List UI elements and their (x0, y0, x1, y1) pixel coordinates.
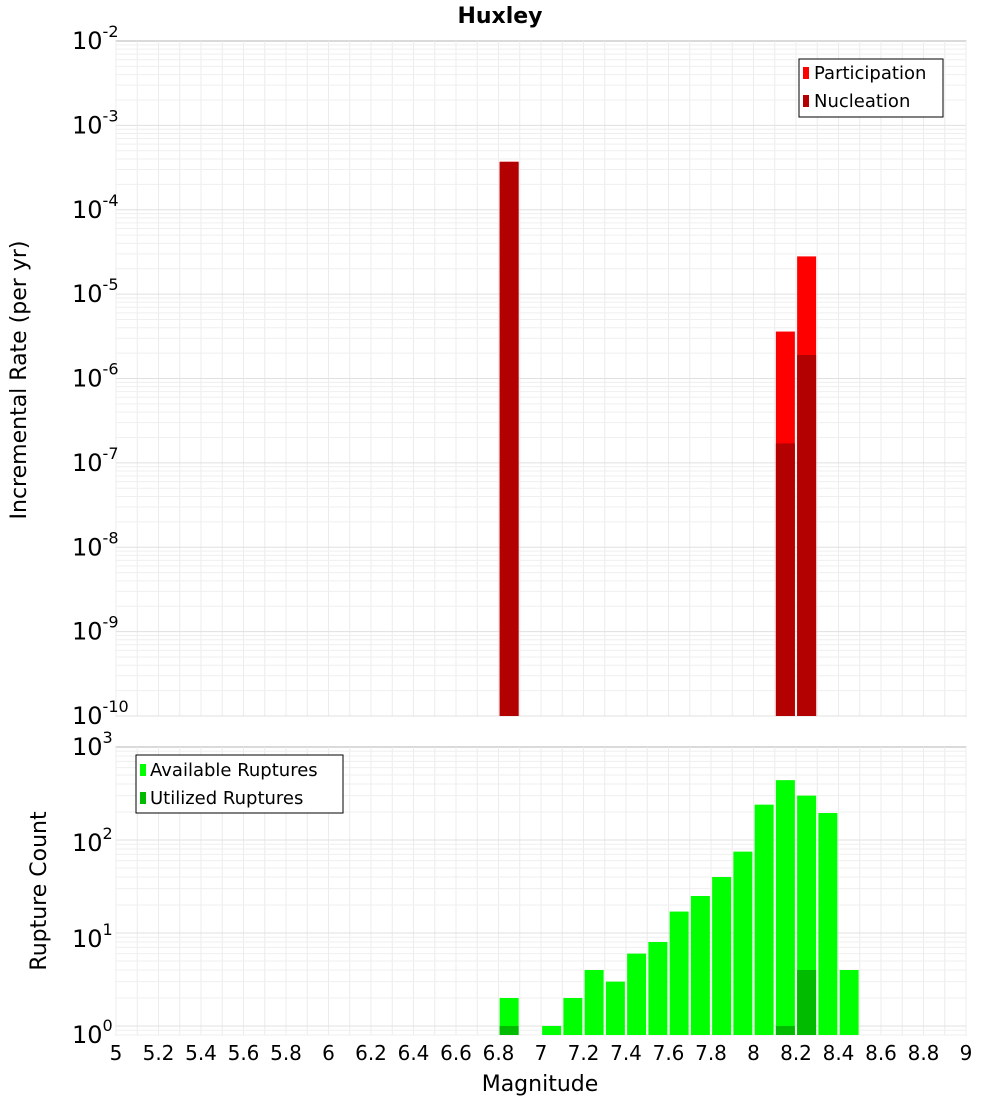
top-y-tick-label: 10-7 (72, 444, 119, 477)
top-grid (115, 41, 967, 717)
top-y-tick-label: 10-8 (72, 528, 119, 561)
x-tick-label: 8.4 (823, 1041, 855, 1065)
x-tick-label: 7.2 (568, 1041, 600, 1065)
x-tick-label: 7.8 (695, 1041, 727, 1065)
legend-swatch-participation (803, 67, 809, 79)
bottom-bar-available-ruptures (733, 851, 753, 1035)
bottom-bar-utilized-ruptures (775, 1025, 795, 1035)
x-tick-label: 8 (747, 1041, 760, 1065)
bottom-bar-utilized-ruptures (797, 969, 817, 1035)
x-tick-label: 7.6 (653, 1041, 685, 1065)
bottom-bar-available-ruptures (648, 942, 668, 1035)
chart-title: Huxley (457, 4, 542, 29)
bottom-y-axis-title: Rupture Count (27, 811, 52, 971)
legend-swatch-available (140, 764, 146, 776)
x-tick-label: 7.4 (610, 1041, 642, 1065)
bottom-bar-available-ruptures (542, 1025, 562, 1035)
x-tick-label: 8.2 (780, 1041, 812, 1065)
bottom-y-tick-label: 101 (72, 920, 113, 953)
top-y-tick-label: 10-10 (72, 697, 129, 730)
bottom-bars (499, 780, 859, 1035)
bottom-bar-available-ruptures (775, 780, 795, 1035)
bottom-legend-box (135, 754, 344, 814)
bottom-bar-available-ruptures (563, 997, 583, 1035)
legend-swatch-nucleation (803, 95, 809, 107)
legend-label-participation: Participation (814, 63, 926, 84)
top-y-tick-label: 10-9 (72, 613, 119, 646)
x-tick-label: 5.6 (228, 1041, 260, 1065)
bottom-bar-available-ruptures (818, 813, 838, 1035)
x-tick-label: 5.8 (270, 1041, 302, 1065)
x-tick-label: 8.6 (865, 1041, 897, 1065)
x-axis-title: Magnitude (482, 1072, 599, 1097)
bottom-y-tick-label: 100 (72, 1016, 113, 1049)
x-tick-label: 5.4 (185, 1041, 217, 1065)
bottom-bar-available-ruptures (690, 895, 710, 1035)
top-legend: Participation Nucleation (798, 58, 944, 118)
x-tick-label: 6.2 (355, 1041, 387, 1065)
legend-swatch-utilized (140, 792, 146, 804)
bottom-y-ticks: 100 101 102 103 (72, 728, 113, 1049)
bottom-legend: Available Ruptures Utilized Ruptures (135, 754, 344, 814)
top-bar-nucleation (499, 161, 519, 716)
bottom-bar-available-ruptures (627, 953, 647, 1035)
x-tick-label: 6 (322, 1041, 335, 1065)
legend-label-utilized: Utilized Ruptures (150, 788, 303, 809)
bottom-bar-available-ruptures (605, 981, 625, 1035)
bottom-bar-available-ruptures (712, 877, 732, 1035)
bottom-y-tick-label: 102 (72, 824, 113, 857)
x-tick-label: 5 (110, 1041, 123, 1065)
top-y-tick-label: 10-2 (72, 22, 119, 55)
top-bar-nucleation (797, 354, 817, 716)
top-bars (499, 161, 817, 716)
bottom-bar-available-ruptures (839, 969, 859, 1035)
top-legend-box (798, 58, 944, 118)
bottom-bar-available-ruptures (499, 997, 519, 1035)
bottom-bar-available-ruptures (754, 804, 774, 1035)
top-y-ticks: 10-10 10-9 10-8 10-7 10-6 10-5 10-4 10-3 10-2 (72, 22, 129, 730)
legend-label-available: Available Ruptures (150, 760, 318, 781)
x-tick-label: 6.4 (398, 1041, 430, 1065)
x-tick-label: 7 (535, 1041, 548, 1065)
top-y-tick-label: 10-5 (72, 275, 119, 308)
x-tick-label: 5.2 (143, 1041, 175, 1065)
bottom-bar-available-ruptures (669, 911, 689, 1035)
x-tick-label: 6.6 (440, 1041, 472, 1065)
x-tick-label: 6.8 (483, 1041, 515, 1065)
top-y-tick-label: 10-6 (72, 360, 119, 393)
top-bar-nucleation (775, 443, 795, 716)
x-tick-label: 8.8 (908, 1041, 940, 1065)
bottom-bar-available-ruptures (584, 969, 604, 1035)
top-y-tick-label: 10-3 (72, 106, 119, 139)
top-y-tick-label: 10-4 (72, 191, 119, 224)
bottom-bar-utilized-ruptures (499, 1025, 519, 1035)
top-y-axis-title: Incremental Rate (per yr) (7, 241, 32, 520)
x-ticks: 5 5.2 5.4 5.6 5.8 6 6.2 6.4 6.6 6.8 7 7.2 7.4 7.6 7.8 8… (110, 1041, 973, 1065)
legend-label-nucleation: Nucleation (814, 91, 910, 112)
bottom-y-tick-label: 103 (72, 728, 113, 761)
x-tick-label: 9 (960, 1041, 973, 1065)
